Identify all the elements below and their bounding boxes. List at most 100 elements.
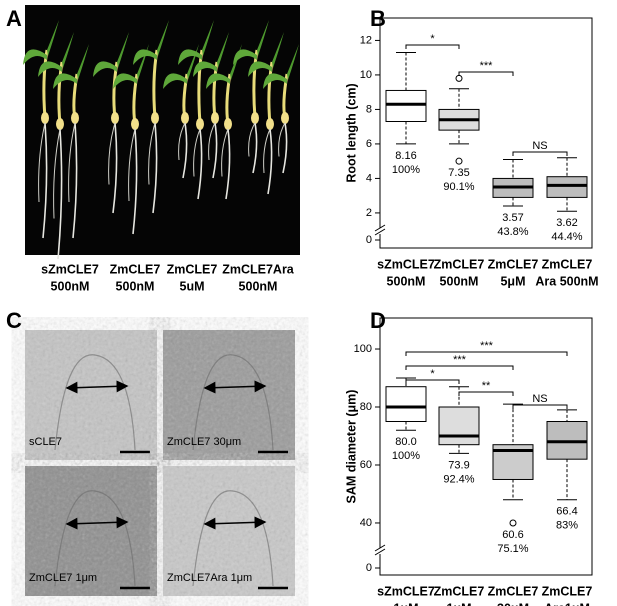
- leaf: [113, 73, 137, 89]
- root: [53, 128, 61, 219]
- y-tick-label: 80: [360, 401, 372, 413]
- y-axis-title: Root length (cm): [344, 83, 358, 182]
- photo-label: ZmCLE7: [110, 262, 161, 276]
- mean-label: 80.0: [395, 436, 416, 448]
- root: [197, 128, 203, 200]
- box: [385, 386, 427, 422]
- leaf: [233, 49, 257, 65]
- root: [221, 128, 229, 177]
- leaf: [287, 42, 300, 80]
- leaf: [157, 18, 170, 56]
- x-tick-label: 500nM: [440, 274, 479, 288]
- seed: [224, 118, 232, 130]
- mean-label: 7.35: [448, 167, 469, 179]
- panel-letter: D: [370, 308, 386, 333]
- texture: [25, 466, 157, 596]
- leaf: [248, 61, 272, 77]
- panel-letter: C: [6, 308, 22, 333]
- mean-label: 73.9: [448, 459, 469, 471]
- panel-letter: B: [370, 6, 386, 31]
- seed: [211, 112, 219, 124]
- percent-label: 92.4%: [443, 473, 474, 485]
- leaf: [163, 73, 187, 89]
- root: [212, 122, 218, 179]
- leaf: [202, 18, 215, 56]
- mean-label: 8.16: [395, 150, 416, 162]
- seed: [41, 112, 49, 124]
- mean-label: 66.4: [556, 506, 577, 518]
- root: [178, 122, 186, 161]
- root: [42, 122, 48, 239]
- y-axis-title: SAM diameter (μm): [344, 390, 358, 504]
- significance-bracket: [405, 44, 460, 49]
- percent-label: 75.1%: [497, 543, 528, 555]
- diameter-arrow: [203, 516, 267, 530]
- significance-label: *: [430, 33, 435, 45]
- photo-label: 5uM: [180, 279, 205, 293]
- leaf: [38, 61, 62, 77]
- seed: [196, 118, 204, 130]
- leaf: [217, 30, 230, 68]
- leaf: [62, 30, 75, 68]
- texture: [163, 466, 295, 596]
- significance-bracket: [458, 71, 514, 76]
- leaf: [133, 49, 157, 65]
- x-tick-label: 5μM: [500, 274, 525, 288]
- box: [438, 406, 480, 446]
- significance-label: ***: [480, 60, 494, 72]
- seedling-photo: [23, 5, 300, 260]
- y-tick-label: 100: [354, 343, 372, 355]
- root: [128, 128, 136, 202]
- sam-micrographs: sCLE7 ZmCLE7 30μm ZmCLE7 1μm ZmCLE7Ara 1μm: [25, 330, 295, 596]
- mean-label: 3.57: [502, 212, 523, 224]
- sam-outline: [192, 354, 274, 451]
- micrograph-label: sCLE7: [29, 436, 62, 448]
- y-tick-label: 10: [360, 69, 372, 81]
- sam-outline: [54, 354, 136, 451]
- seed: [131, 118, 139, 130]
- leaf: [23, 49, 47, 65]
- seed: [266, 118, 274, 130]
- outlier: [455, 74, 463, 82]
- root: [112, 122, 118, 214]
- seed: [151, 112, 159, 124]
- x-tick-label: Ara 500nM: [535, 274, 598, 288]
- leaf: [193, 61, 217, 77]
- photo-label: 500nM: [116, 279, 155, 293]
- y-tick-label: 2: [366, 207, 372, 219]
- root: [57, 128, 63, 260]
- mean-label: 60.6: [502, 529, 523, 541]
- root: [248, 122, 256, 157]
- y-tick-label: 8: [366, 103, 372, 115]
- texture: [163, 330, 295, 460]
- x-tick-label: sZmCLE7: [377, 257, 435, 271]
- root: [252, 122, 258, 174]
- sam-outline: [192, 490, 274, 587]
- box: [546, 176, 588, 198]
- x-tick-label: 1μM: [446, 601, 471, 606]
- seed: [111, 112, 119, 124]
- leaf: [272, 30, 285, 68]
- percent-label: 44.4%: [551, 231, 582, 243]
- significance-label: **: [482, 380, 491, 392]
- outlier: [455, 157, 463, 165]
- x-tick-label: ZmCLE7: [434, 257, 485, 271]
- panel-letter: A: [6, 6, 22, 31]
- root: [225, 128, 231, 200]
- leaf: [93, 61, 117, 77]
- y-tick-label: 4: [366, 172, 372, 184]
- root: [193, 128, 201, 177]
- seed: [56, 118, 64, 130]
- significance-label: ***: [480, 340, 494, 352]
- leaf: [77, 42, 90, 80]
- root: [68, 122, 76, 203]
- leaf: [178, 49, 202, 65]
- x-tick-label: Ara1μM: [544, 601, 590, 606]
- root: [282, 122, 288, 174]
- root: [148, 122, 156, 185]
- plot-frame: [379, 317, 593, 576]
- root: [72, 122, 78, 239]
- diameter-arrow: [65, 380, 129, 394]
- x-tick-label: ZmCLE7: [434, 584, 485, 598]
